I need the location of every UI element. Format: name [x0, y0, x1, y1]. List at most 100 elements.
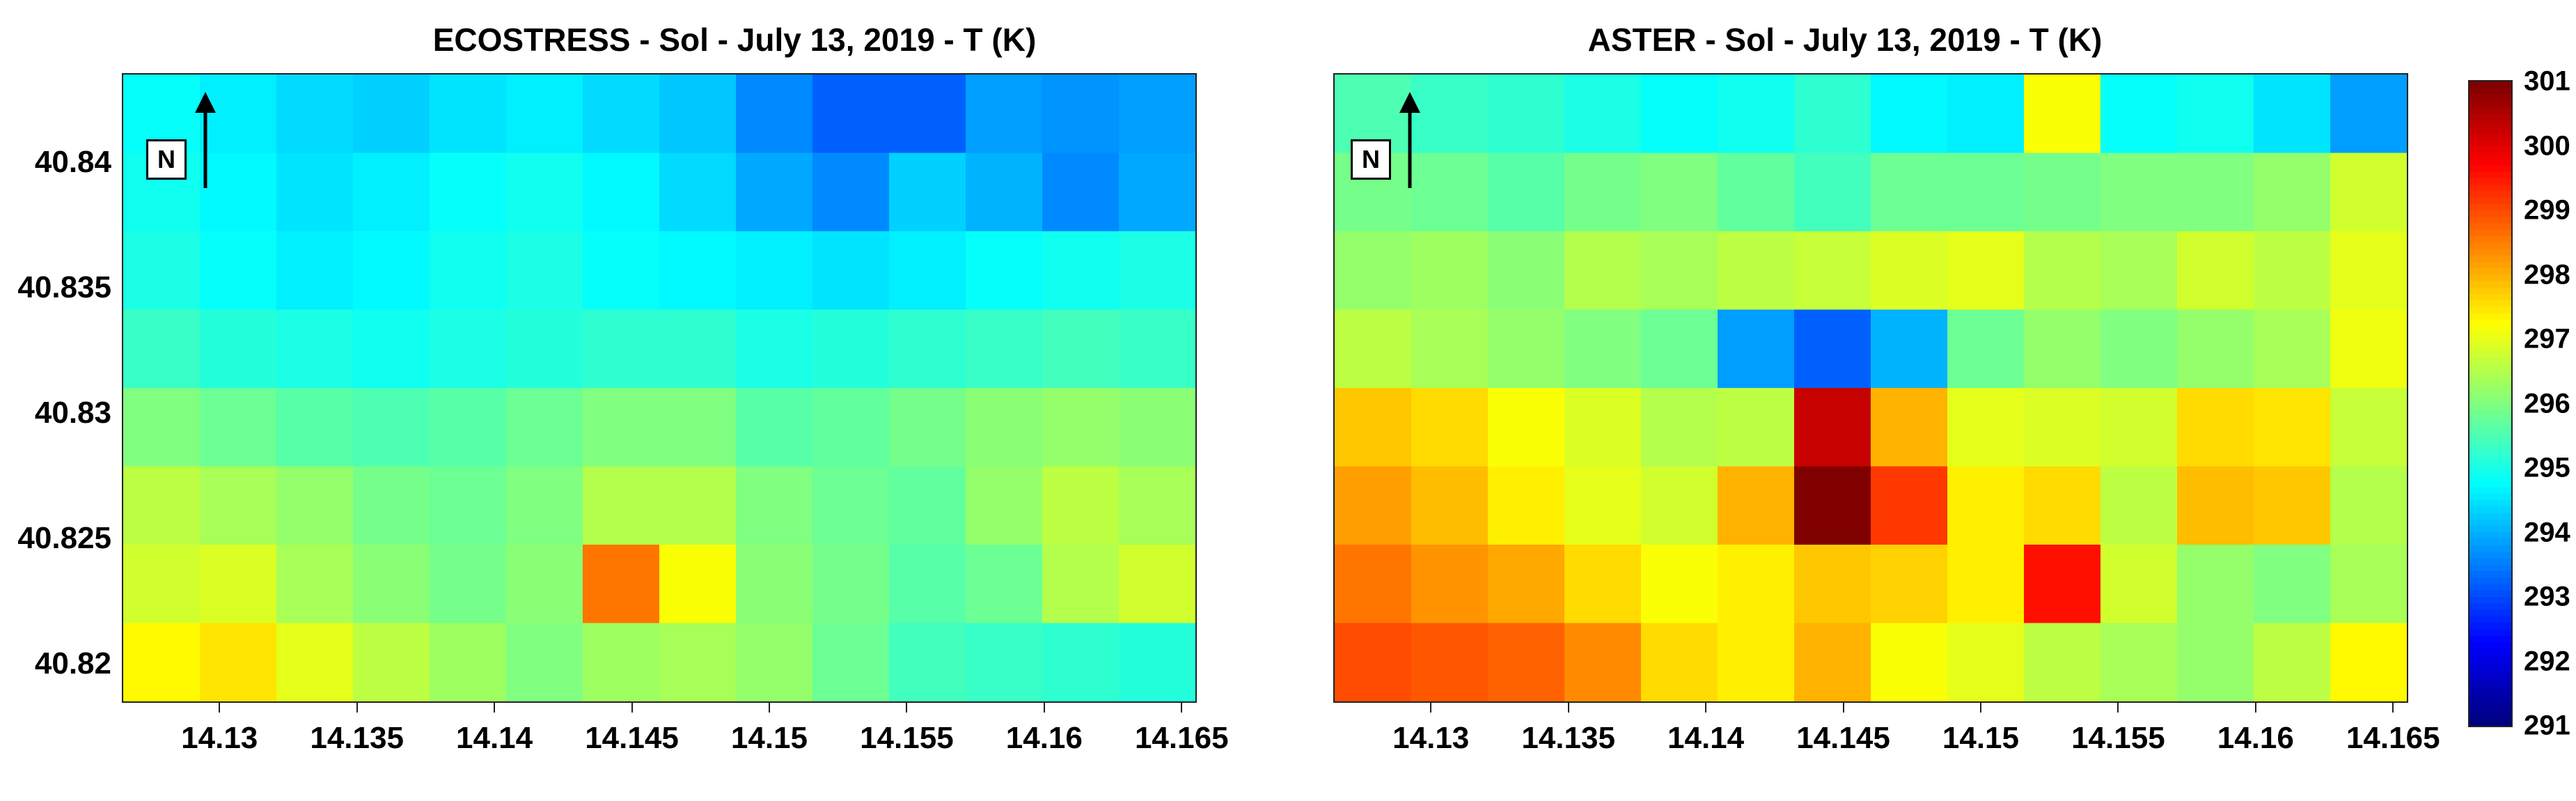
- ecostress-cell: [353, 75, 430, 154]
- ecostress-cell: [506, 231, 583, 311]
- ecostress-cell: [889, 153, 966, 232]
- colorbar-segment: [2469, 506, 2511, 514]
- ecostress-cell: [736, 623, 813, 701]
- colorbar-segment: [2469, 313, 2511, 321]
- aster-cell: [1641, 466, 1718, 545]
- ecostress-cell: [966, 75, 1043, 154]
- ecostress-cell: [430, 231, 507, 311]
- aster-cell: [1335, 309, 1412, 389]
- ecostress-cell: [659, 545, 737, 624]
- ecostress-cell: [276, 231, 354, 311]
- colorbar-segment: [2469, 597, 2511, 605]
- ecostress-cell: [966, 231, 1043, 311]
- ecostress-cell: [276, 623, 354, 701]
- y-tick-label: 40.835: [17, 270, 111, 304]
- aster-cell: [2330, 231, 2407, 311]
- colorbar-segment: [2469, 210, 2511, 218]
- ecostress-cell: [430, 466, 507, 545]
- ecostress-cell: [353, 153, 430, 232]
- ecostress-cell: [736, 545, 813, 624]
- aster-cell: [1718, 466, 1795, 545]
- aster-cell: [2100, 231, 2178, 311]
- colorbar-tick-label: 301: [2524, 65, 2570, 97]
- colorbar-tick-label: 293: [2524, 581, 2570, 612]
- aster-cell: [2254, 231, 2331, 311]
- colorbar-segment: [2469, 223, 2511, 231]
- aster-cell: [2024, 466, 2101, 545]
- x-tick-mark: [1705, 703, 1707, 713]
- colorbar-segment: [2469, 288, 2511, 295]
- x-tick-label: 14.135: [310, 721, 404, 755]
- aster-cell: [2177, 309, 2254, 389]
- colorbar-segment: [2469, 81, 2511, 89]
- ecostress-cell: [1042, 75, 1120, 154]
- aster-cell: [1794, 545, 1871, 624]
- colorbar-segment: [2469, 203, 2511, 211]
- colorbar-segment: [2469, 623, 2511, 630]
- ecostress-cell: [1119, 466, 1195, 545]
- ecostress-cell: [736, 231, 813, 311]
- ecostress-cell: [1042, 466, 1120, 545]
- colorbar-segment: [2469, 236, 2511, 244]
- aster-cell: [1871, 623, 1948, 701]
- aster-cell: [1488, 623, 1565, 701]
- aster-cell: [1641, 75, 1718, 154]
- aster-cell: [2177, 466, 2254, 545]
- ecostress-panel-title: ECOSTRESS - Sol - July 13, 2019 - T (K): [432, 22, 1037, 58]
- colorbar-segment: [2469, 635, 2511, 643]
- aster-cell: [1641, 545, 1718, 624]
- aster-cell: [1488, 466, 1565, 545]
- x-tick-label: 14.15: [730, 721, 808, 755]
- ecostress-cell: [200, 153, 277, 232]
- x-tick-mark: [1430, 703, 1432, 713]
- aster-cell: [1411, 231, 1489, 311]
- ecostress-cell: [659, 388, 737, 467]
- aster-cell: [1335, 545, 1412, 624]
- ecostress-heatmap-svg: [123, 75, 1195, 701]
- aster-cell: [2254, 388, 2331, 467]
- y-tick-label: 40.82: [34, 646, 111, 681]
- colorbar-segment: [2469, 616, 2511, 623]
- x-tick-mark: [494, 703, 496, 713]
- colorbar-segment: [2469, 242, 2511, 250]
- colorbar-segment: [2469, 185, 2511, 192]
- aster-cell: [2100, 623, 2178, 701]
- colorbar-segment: [2469, 255, 2511, 263]
- ecostress-cell: [583, 545, 660, 624]
- aster-cell: [1411, 388, 1489, 467]
- ecostress-cell: [583, 623, 660, 701]
- colorbar-segment: [2469, 378, 2511, 385]
- ecostress-cell: [659, 623, 737, 701]
- aster-cell: [1488, 231, 1565, 311]
- ecostress-cell: [812, 388, 890, 467]
- colorbar-segment: [2469, 417, 2511, 424]
- aster-cell: [1488, 75, 1565, 154]
- ecostress-cell: [1042, 153, 1120, 232]
- ecostress-cell: [966, 153, 1043, 232]
- aster-cell: [2254, 153, 2331, 232]
- colorbar-segment: [2469, 577, 2511, 585]
- colorbar-segment: [2469, 526, 2511, 534]
- aster-cell: [1411, 466, 1489, 545]
- y-tick-label: 40.83: [34, 396, 111, 430]
- aster-cell: [1947, 623, 2025, 701]
- colorbar-segment: [2469, 165, 2511, 173]
- aster-cell: [1335, 466, 1412, 545]
- colorbar-segment: [2469, 171, 2511, 179]
- colorbar-segment: [2469, 294, 2511, 302]
- ecostress-cell: [659, 231, 737, 311]
- aster-cell: [1794, 388, 1871, 467]
- x-tick-label: 14.16: [1005, 721, 1083, 755]
- colorbar-segment: [2469, 326, 2511, 334]
- colorbar-segment: [2469, 306, 2511, 314]
- aster-cell: [1947, 388, 2025, 467]
- colorbar-segment: [2469, 532, 2511, 540]
- ecostress-cell: [736, 153, 813, 232]
- ecostress-cell: [1119, 309, 1195, 389]
- colorbar-segment: [2469, 558, 2511, 566]
- ecostress-cell: [430, 309, 507, 389]
- aster-cell: [1871, 231, 1948, 311]
- colorbar-segment: [2469, 719, 2511, 726]
- ecostress-cell: [583, 466, 660, 545]
- colorbar-segment: [2469, 674, 2511, 682]
